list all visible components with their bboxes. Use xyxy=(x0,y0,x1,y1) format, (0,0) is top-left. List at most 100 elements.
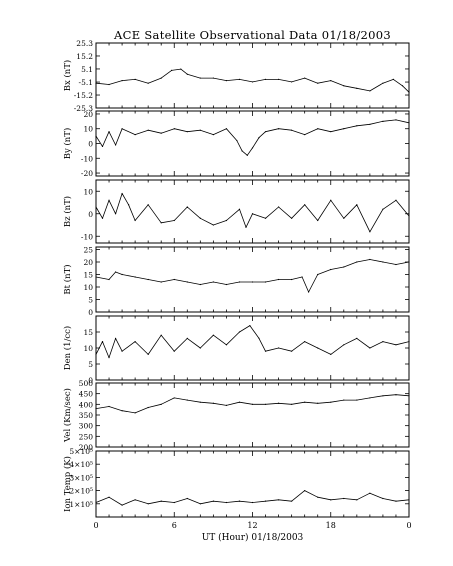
y-axis-label-den: Den (1/cc) xyxy=(62,326,73,370)
y-tick-label-bt: 10 xyxy=(83,283,93,292)
data-point-den xyxy=(114,337,117,339)
data-point-bt xyxy=(251,281,254,283)
y-tick-label-bt: 0 xyxy=(88,308,93,317)
data-point-temp xyxy=(317,496,319,498)
data-point-by xyxy=(246,154,248,156)
y-tick-label-bt: 5 xyxy=(88,296,93,305)
data-point-bt xyxy=(356,261,358,263)
y-tick-label-bt: 15 xyxy=(83,271,93,280)
data-point-bt xyxy=(264,281,267,283)
data-point-bt xyxy=(160,281,162,283)
data-point-vel xyxy=(173,397,175,399)
data-point-temp xyxy=(251,501,254,504)
data-point-bx xyxy=(251,81,254,83)
data-point-bz xyxy=(304,204,306,206)
x-axis-label: UT (Hour) 01/18/2003 xyxy=(201,533,304,543)
data-point-bz xyxy=(121,192,123,195)
y-axis-label-vel: Vel (Km/sec) xyxy=(62,388,73,443)
data-point-bz xyxy=(395,199,397,201)
data-point-bt xyxy=(212,281,214,283)
y-tick-label-vel: 300 xyxy=(79,422,94,431)
y-tick-label-den: 10 xyxy=(83,344,93,353)
data-point-bz xyxy=(95,206,97,208)
data-point-vel xyxy=(251,403,254,405)
x-tick-label: 18 xyxy=(326,521,336,530)
series-line-bx xyxy=(95,68,410,93)
data-point-den xyxy=(258,337,260,339)
data-point-vel xyxy=(95,408,97,410)
x-tick-label: 6 xyxy=(172,521,177,530)
data-point-by xyxy=(241,150,243,152)
data-point-vel xyxy=(277,402,280,404)
data-point-bz xyxy=(251,213,254,215)
data-point-temp xyxy=(199,503,201,505)
data-point-bt xyxy=(277,278,280,281)
data-point-den xyxy=(291,350,293,352)
y-tick-label-bt: 25 xyxy=(83,246,93,255)
data-point-bt xyxy=(408,261,410,263)
data-point-bz xyxy=(356,204,358,206)
data-point-by xyxy=(258,136,260,139)
data-point-den xyxy=(304,341,306,343)
data-point-bt xyxy=(291,278,293,281)
data-point-bz xyxy=(147,204,149,206)
data-point-vel xyxy=(199,401,201,403)
data-point-bx xyxy=(180,68,182,70)
y-tick-label-bx: 5.1 xyxy=(81,65,93,74)
data-point-vel xyxy=(343,399,345,401)
data-point-bx xyxy=(330,80,332,82)
y-tick-label-bt: 20 xyxy=(83,258,93,267)
data-point-bt xyxy=(369,258,371,261)
data-point-by xyxy=(101,145,104,148)
data-point-by xyxy=(343,128,345,130)
data-point-bx xyxy=(147,82,149,84)
x-tick-label: 0 xyxy=(406,521,411,530)
y-tick-label-bx: -5.1 xyxy=(79,78,93,87)
data-point-vel xyxy=(121,410,123,412)
data-point-temp xyxy=(277,499,280,501)
data-point-bx xyxy=(121,80,123,82)
data-point-den xyxy=(121,350,123,352)
data-point-bx xyxy=(343,85,345,87)
data-point-temp xyxy=(121,504,123,506)
data-point-by xyxy=(382,120,384,122)
data-point-bt xyxy=(186,281,188,283)
chart-title: ACE Satellite Observational Data 01/18/2… xyxy=(114,28,391,42)
data-point-den xyxy=(147,353,149,355)
y-tick-label-vel: 350 xyxy=(79,411,94,420)
data-point-bt xyxy=(395,263,397,266)
data-point-temp xyxy=(212,500,214,502)
data-point-temp xyxy=(304,490,306,492)
y-tick-label-bz: 10 xyxy=(83,187,93,196)
data-point-temp xyxy=(343,497,345,500)
x-tick-label: 12 xyxy=(247,521,257,530)
data-point-vel xyxy=(212,402,214,404)
data-point-vel xyxy=(304,401,306,403)
data-point-bz xyxy=(245,226,247,228)
data-point-bt xyxy=(95,276,97,278)
data-point-vel xyxy=(160,403,162,405)
data-point-bz xyxy=(382,208,384,210)
data-point-den xyxy=(101,341,104,343)
data-point-by xyxy=(356,125,358,127)
data-point-bt xyxy=(225,283,228,286)
data-point-den xyxy=(238,331,241,333)
data-point-den xyxy=(134,341,136,343)
data-point-bt xyxy=(199,283,201,286)
data-point-by xyxy=(264,131,267,133)
data-point-temp xyxy=(356,499,358,501)
data-point-bz xyxy=(173,219,175,222)
y-tick-label-vel: 450 xyxy=(79,390,94,399)
data-point-bz xyxy=(134,219,136,222)
data-point-vel xyxy=(264,403,267,405)
data-point-temp xyxy=(186,497,188,500)
panel-frame-bx xyxy=(95,42,410,109)
data-point-vel xyxy=(317,402,319,404)
data-point-bx xyxy=(134,78,136,80)
data-point-den xyxy=(369,347,371,349)
y-tick-label-vel: 500 xyxy=(79,379,94,388)
data-point-bz xyxy=(101,217,104,219)
data-point-temp xyxy=(108,496,110,498)
